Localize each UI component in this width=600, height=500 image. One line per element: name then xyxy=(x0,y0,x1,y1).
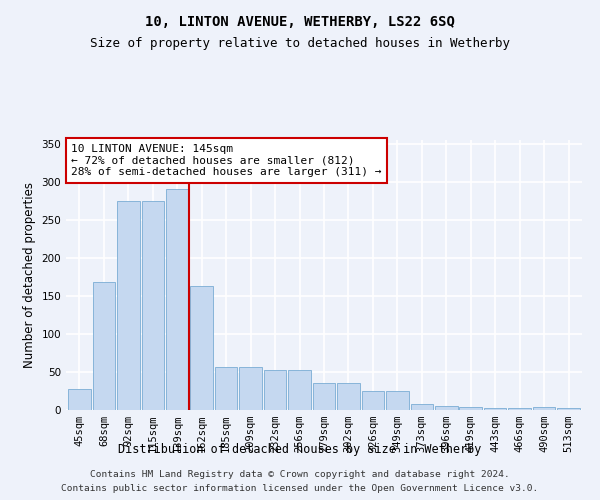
Bar xyxy=(117,201,140,410)
Bar xyxy=(386,391,409,410)
Text: 10 LINTON AVENUE: 145sqm
← 72% of detached houses are smaller (812)
28% of semi-: 10 LINTON AVENUE: 145sqm ← 72% of detach… xyxy=(71,144,382,178)
Text: Contains HM Land Registry data © Crown copyright and database right 2024.: Contains HM Land Registry data © Crown c… xyxy=(90,470,510,479)
Bar xyxy=(215,366,238,410)
Bar xyxy=(142,201,164,410)
Bar xyxy=(508,408,531,410)
Bar xyxy=(68,388,91,410)
Bar xyxy=(337,384,360,410)
Bar xyxy=(557,408,580,410)
Bar xyxy=(533,407,556,410)
Bar xyxy=(460,407,482,410)
Bar xyxy=(288,370,311,410)
Bar xyxy=(362,391,384,410)
Bar xyxy=(92,282,115,410)
Bar xyxy=(190,286,213,410)
Text: Contains public sector information licensed under the Open Government Licence v3: Contains public sector information licen… xyxy=(61,484,539,493)
Y-axis label: Number of detached properties: Number of detached properties xyxy=(23,182,36,368)
Text: Size of property relative to detached houses in Wetherby: Size of property relative to detached ho… xyxy=(90,38,510,51)
Bar xyxy=(166,190,188,410)
Bar xyxy=(435,406,458,410)
Bar xyxy=(410,404,433,410)
Text: 10, LINTON AVENUE, WETHERBY, LS22 6SQ: 10, LINTON AVENUE, WETHERBY, LS22 6SQ xyxy=(145,15,455,29)
Bar xyxy=(264,370,286,410)
Bar xyxy=(239,366,262,410)
Bar xyxy=(313,384,335,410)
Bar xyxy=(484,408,506,410)
Text: Distribution of detached houses by size in Wetherby: Distribution of detached houses by size … xyxy=(118,442,482,456)
